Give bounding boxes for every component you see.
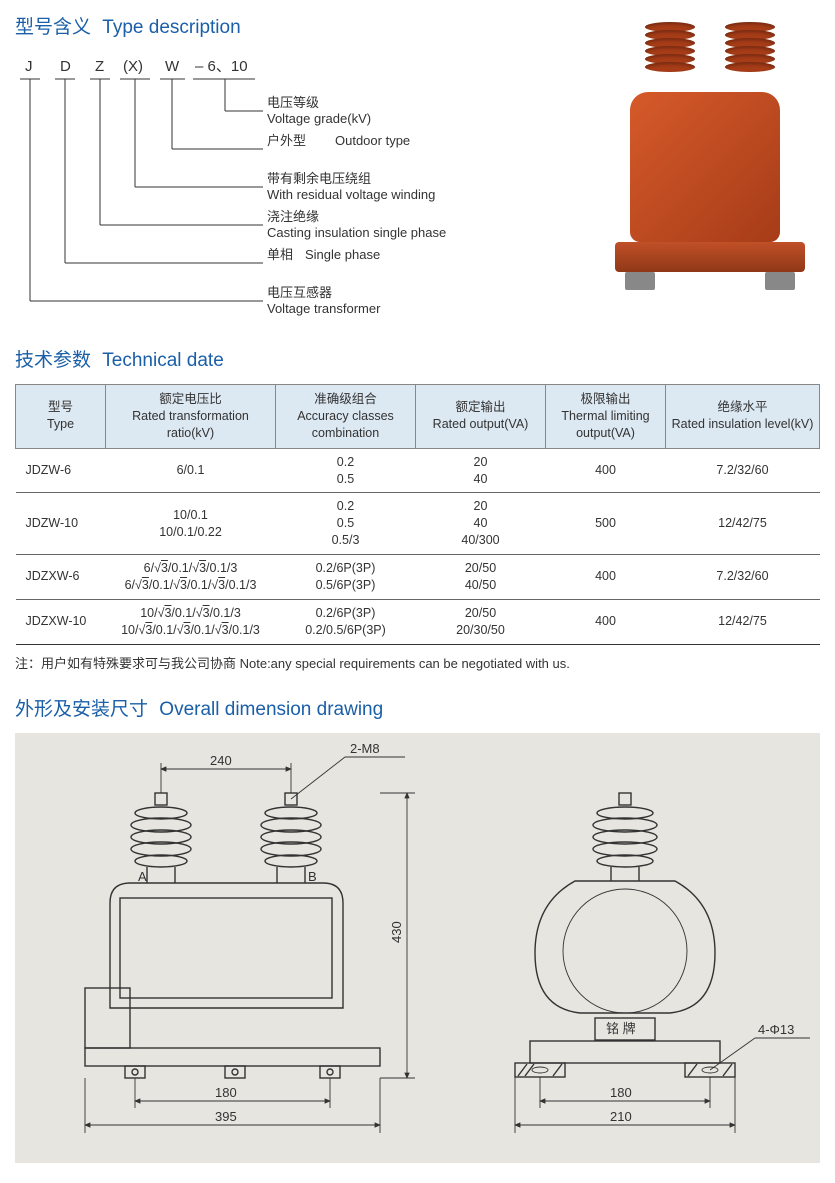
svg-text:Z: Z: [95, 58, 104, 75]
cell-thermal: 400: [546, 599, 666, 644]
table-row: JDZXW-1010/√3/0.1/√3/0.1/310/√3/0.1/√3/0…: [16, 599, 820, 644]
table-row: JDZW-66/0.10.20.520404007.2/32/60: [16, 448, 820, 493]
col-ratio: 额定电压比Rated transformation ratio(kV): [106, 385, 276, 449]
svg-text:210: 210: [610, 1109, 632, 1124]
svg-text:B: B: [308, 869, 317, 884]
cell-ratio: 10/0.110/0.1/0.22: [106, 493, 276, 555]
cell-output: 20/5040/50: [416, 555, 546, 600]
cell-ratio: 6/√3/0.1/√3/0.1/36/√3/0.1/√3/0.1/√3/0.1/…: [106, 555, 276, 600]
cell-type: JDZW-6: [16, 448, 106, 493]
svg-text:180: 180: [215, 1085, 237, 1100]
table-note: 注：用户如有特殊要求可与我公司协商 Note:any special requi…: [15, 653, 820, 672]
svg-text:单相: 单相: [267, 247, 293, 262]
svg-text:J: J: [25, 58, 33, 75]
cell-insul: 12/42/75: [666, 493, 820, 555]
cell-output: 20/5020/30/50: [416, 599, 546, 644]
dimension-drawing: A B 240: [15, 733, 820, 1163]
svg-text:电压互感器: 电压互感器: [267, 285, 332, 300]
insulator-right: [725, 22, 775, 70]
title-cn: 外形及安装尺寸: [15, 699, 148, 720]
cell-thermal: 400: [546, 555, 666, 600]
svg-text:Casting insulation single phas: Casting insulation single phase: [267, 225, 446, 240]
svg-text:With residual voltage winding: With residual voltage winding: [267, 187, 435, 202]
cell-ratio: 6/0.1: [106, 448, 276, 493]
cell-accuracy: 0.2/6P(3P)0.5/6P(3P): [276, 555, 416, 600]
section-title-type: 型号含义 Type description: [15, 12, 560, 39]
title-en: Type description: [102, 17, 240, 38]
cell-insul: 12/42/75: [666, 599, 820, 644]
svg-text:4-Φ13: 4-Φ13: [758, 1022, 794, 1037]
svg-text:430: 430: [389, 921, 404, 943]
svg-text:395: 395: [215, 1109, 237, 1124]
table-header-row: 型号Type 额定电压比Rated transformation ratio(k…: [16, 385, 820, 449]
col-insul: 绝缘水平Rated insulation level(kV): [666, 385, 820, 449]
cell-ratio: 10/√3/0.1/√3/0.1/310/√3/0.1/√3/0.1/√3/0.…: [106, 599, 276, 644]
cell-insul: 7.2/32/60: [666, 448, 820, 493]
svg-text:Voltage transformer: Voltage transformer: [267, 301, 381, 316]
insulator-left: [645, 22, 695, 70]
svg-text:电压等级: 电压等级: [267, 95, 319, 110]
title-cn: 技术参数: [15, 350, 91, 371]
cell-accuracy: 0.20.50.5/3: [276, 493, 416, 555]
svg-text:户外型: 户外型: [267, 133, 306, 148]
cell-type: JDZXW-10: [16, 599, 106, 644]
cell-insul: 7.2/32/60: [666, 555, 820, 600]
mounting-foot: [625, 272, 655, 290]
svg-text:240: 240: [210, 753, 232, 768]
svg-text:A: A: [138, 869, 147, 884]
svg-text:Outdoor type: Outdoor type: [335, 133, 410, 148]
svg-text:带有剩余电压绕组: 带有剩余电压绕组: [267, 171, 371, 186]
technical-data-table: 型号Type 额定电压比Rated transformation ratio(k…: [15, 384, 820, 645]
product-photo: [590, 12, 820, 297]
title-en: Technical date: [102, 350, 223, 371]
side-insulator: [593, 793, 657, 881]
cell-thermal: 400: [546, 448, 666, 493]
title-cn: 型号含义: [15, 17, 91, 38]
cell-accuracy: 0.20.5: [276, 448, 416, 493]
title-en: Overall dimension drawing: [159, 699, 383, 720]
svg-text:Single phase: Single phase: [305, 247, 380, 262]
svg-text:浇注绝缘: 浇注绝缘: [267, 209, 319, 224]
cell-type: JDZXW-6: [16, 555, 106, 600]
cell-output: 204040/300: [416, 493, 546, 555]
cell-thermal: 500: [546, 493, 666, 555]
mounting-foot: [765, 272, 795, 290]
transformer-body: [630, 92, 780, 242]
svg-text:2-M8: 2-M8: [350, 741, 380, 756]
svg-text:– 6、10: – 6、10: [195, 58, 248, 75]
col-thermal: 极限输出Thermal limiting output(VA): [546, 385, 666, 449]
cell-output: 2040: [416, 448, 546, 493]
table-row: JDZW-1010/0.110/0.1/0.220.20.50.5/320404…: [16, 493, 820, 555]
svg-text:W: W: [165, 58, 180, 75]
svg-text:(X): (X): [123, 58, 143, 75]
type-code-diagram: J D Z (X) W – 6、10: [15, 51, 535, 331]
cell-type: JDZW-10: [16, 493, 106, 555]
transformer-base: [615, 242, 805, 272]
section-title-dim: 外形及安装尺寸 Overall dimension drawing: [15, 694, 820, 721]
svg-text:Voltage grade(kV): Voltage grade(kV): [267, 111, 371, 126]
svg-text:D: D: [60, 58, 71, 75]
col-accuracy: 准确级组合Accuracy classes combination: [276, 385, 416, 449]
col-output: 额定输出Rated output(VA): [416, 385, 546, 449]
svg-text:180: 180: [610, 1085, 632, 1100]
cell-accuracy: 0.2/6P(3P)0.2/0.5/6P(3P): [276, 599, 416, 644]
table-row: JDZXW-66/√3/0.1/√3/0.1/36/√3/0.1/√3/0.1/…: [16, 555, 820, 600]
type-description-block: 型号含义 Type description J D Z (X) W – 6、10: [15, 12, 560, 331]
col-type: 型号Type: [16, 385, 106, 449]
svg-text:铭 牌: 铭 牌: [606, 1021, 636, 1036]
section-title-tech: 技术参数 Technical date: [15, 345, 820, 372]
